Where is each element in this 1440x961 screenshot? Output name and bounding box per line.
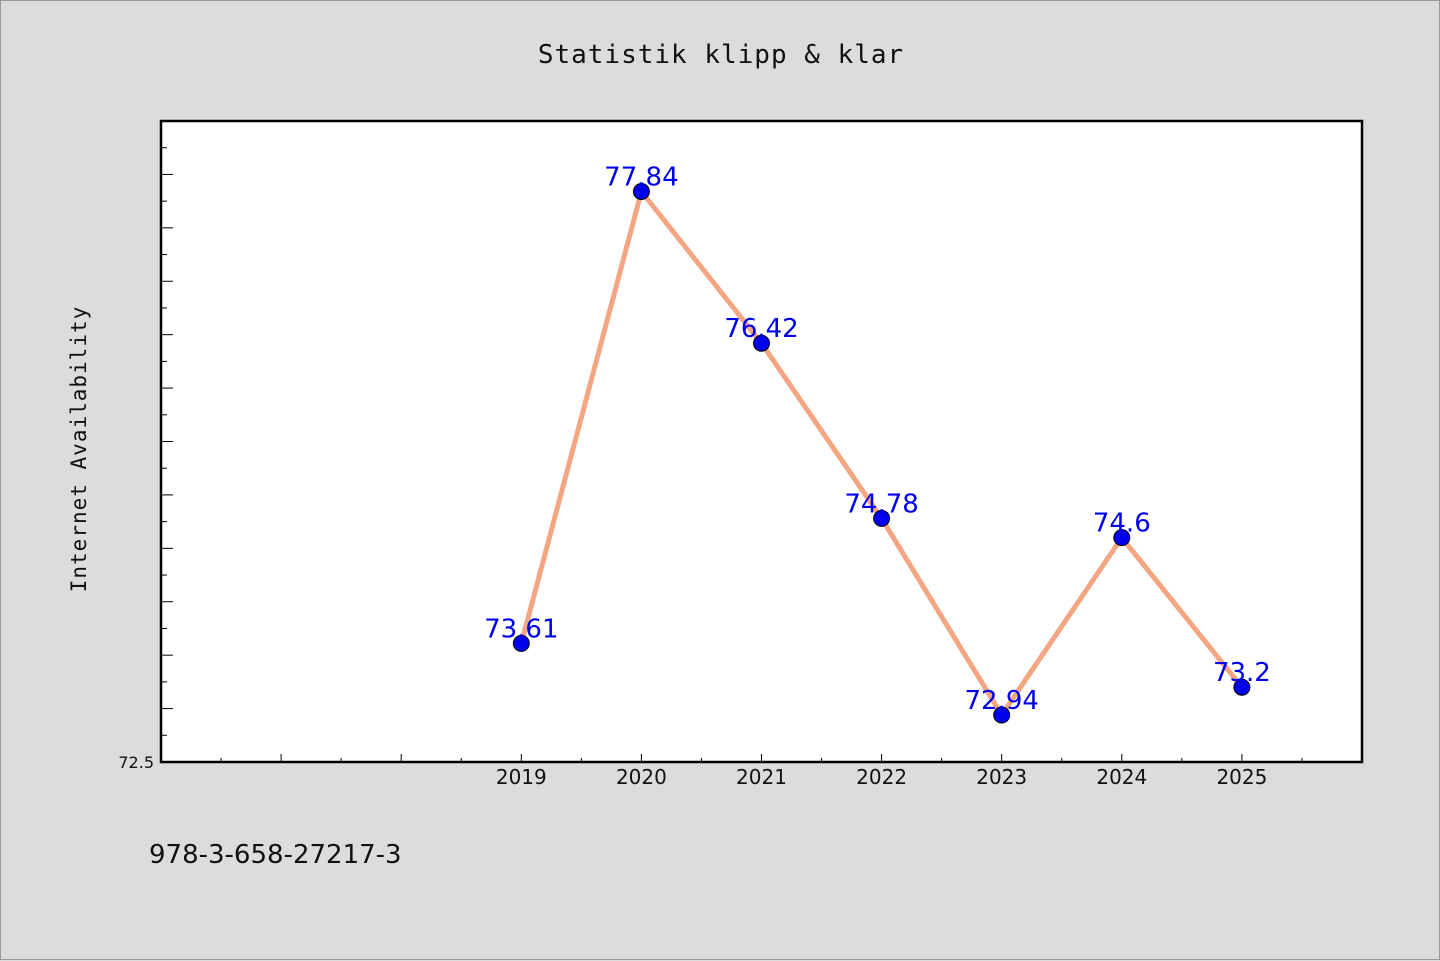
x-tick-label-2019: 2019	[496, 765, 547, 789]
y-tick-label: 72.5	[118, 753, 154, 772]
data-label-2024: 74.6	[1093, 509, 1151, 539]
data-label-2022: 74.78	[844, 489, 918, 519]
x-tick-label-2023: 2023	[976, 765, 1027, 789]
data-label-2025: 73.2	[1213, 658, 1271, 688]
data-point-2021	[753, 334, 770, 352]
data-label-2023: 72.94	[964, 686, 1038, 716]
x-tick-label-2025: 2025	[1216, 765, 1267, 789]
plot-area	[161, 121, 1362, 762]
x-tick-label-2021: 2021	[736, 765, 787, 789]
data-point-2022	[873, 509, 891, 527]
data-label-2020: 77.84	[604, 163, 678, 193]
x-tick-label-2024: 2024	[1096, 765, 1147, 789]
data-label-2019: 73.61	[484, 614, 558, 644]
data-point-2023	[993, 706, 1011, 724]
footnote-isbn: 978-3-658-27217-3	[149, 840, 402, 870]
data-point-2019	[512, 634, 530, 652]
data-point-2020	[632, 183, 650, 201]
data-point-2025	[1233, 678, 1251, 696]
chart-title: Statistik klipp & klar	[538, 40, 904, 70]
y-axis-label: Internet Availability	[67, 306, 91, 593]
data-point-2024	[1113, 529, 1131, 547]
x-tick-label-2022: 2022	[856, 765, 907, 789]
x-tick-label-2020: 2020	[616, 765, 667, 789]
data-label-2021: 76.42	[724, 314, 798, 344]
plot-border	[159, 119, 1364, 764]
